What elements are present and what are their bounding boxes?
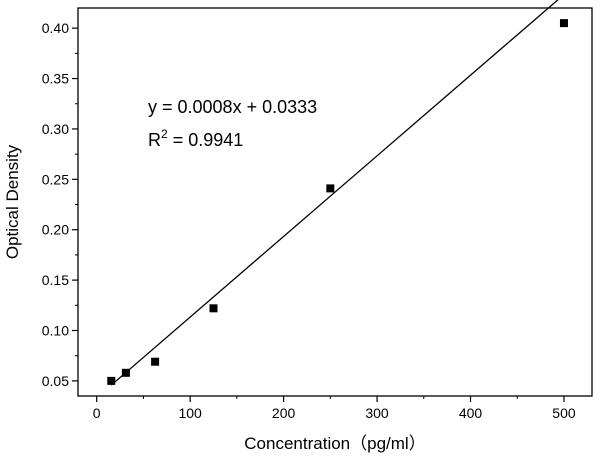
plot-frame <box>77 7 593 397</box>
x-tick-label: 200 <box>272 405 296 421</box>
y-tick-label: 0.25 <box>42 171 69 187</box>
x-tick-label: 0 <box>93 405 101 421</box>
y-tick-label: 0.05 <box>42 373 69 389</box>
y-axis-title: Optical Density <box>3 144 22 259</box>
x-axis-ticks: 0 100 200 300 400 500 <box>93 396 576 421</box>
equation-label: y = 0.0008x + 0.0333 <box>148 97 317 117</box>
y-tick-label: 0.15 <box>42 272 69 288</box>
x-tick-label: 500 <box>552 405 576 421</box>
y-tick-label: 0.40 <box>42 20 69 36</box>
x-tick-label: 400 <box>459 405 483 421</box>
data-point <box>209 304 218 313</box>
data-point <box>151 357 160 366</box>
x-tick-label: 100 <box>178 405 202 421</box>
y-axis-ticks: 0.05 0.10 0.15 0.20 0.25 0.30 0.35 0.40 <box>42 20 78 389</box>
data-point <box>559 19 568 28</box>
data-point <box>121 368 130 377</box>
y-tick-label: 0.30 <box>42 121 69 137</box>
x-axis-title: Concentration（pg/ml） <box>244 434 425 453</box>
y-tick-label: 0.20 <box>42 222 69 238</box>
x-tick-label: 300 <box>365 405 389 421</box>
data-point <box>326 184 335 193</box>
fit-line <box>110 0 559 386</box>
data-points <box>107 19 568 385</box>
data-point <box>107 376 116 385</box>
y-tick-label: 0.10 <box>42 322 69 338</box>
r-squared-label: R2 = 0.9941 <box>148 127 243 150</box>
y-tick-label: 0.35 <box>42 71 69 87</box>
r-squared-superscript: 2 <box>161 127 168 141</box>
